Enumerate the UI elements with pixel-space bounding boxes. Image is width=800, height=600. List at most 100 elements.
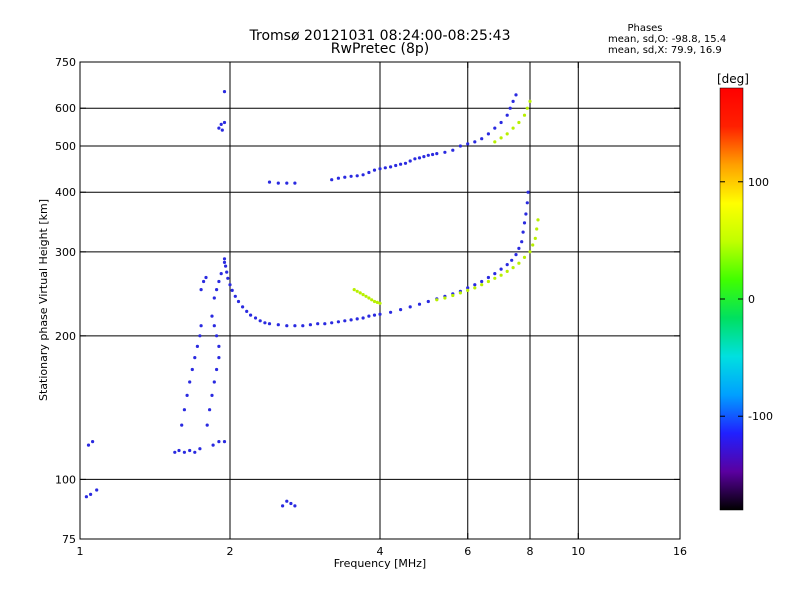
data-point [210, 314, 214, 318]
data-point [505, 269, 509, 273]
data-point [285, 499, 289, 503]
data-point [528, 99, 532, 103]
data-point [408, 159, 412, 163]
data-point [522, 221, 527, 225]
x-tick-label: 8 [527, 545, 534, 558]
data-point [180, 423, 184, 427]
data-point [505, 132, 509, 136]
data-point [95, 488, 99, 492]
y-tick-label: 300 [55, 246, 76, 259]
data-point [212, 324, 216, 328]
data-point [215, 288, 219, 292]
data-point [219, 122, 223, 126]
data-point [375, 300, 379, 304]
data-point [422, 155, 426, 159]
y-axis-ticks: 75 100 200 300 400 500 600 750 [55, 56, 680, 546]
data-point [217, 356, 221, 360]
data-point [493, 126, 497, 130]
data-point [258, 319, 262, 323]
data-point [517, 261, 521, 265]
data-point [473, 283, 477, 287]
data-point [210, 393, 214, 397]
x-tick-label: 6 [464, 545, 471, 558]
y-tick-label: 600 [55, 102, 76, 115]
data-point [188, 448, 192, 453]
data-point [426, 299, 430, 304]
data-point [217, 344, 221, 348]
data-point [525, 106, 529, 110]
data-point [486, 275, 490, 280]
data-point [355, 289, 359, 293]
data-point [219, 272, 223, 276]
data-point [431, 152, 435, 157]
data-point [361, 293, 365, 297]
data-point [205, 423, 209, 427]
data-point [204, 275, 208, 280]
data-point [499, 120, 503, 125]
data-point [361, 316, 365, 320]
data-point [466, 142, 470, 146]
phase-stats-o: mean, sd,O: -98.8, 15.4 [608, 34, 726, 45]
data-point [367, 314, 371, 318]
data-point [195, 344, 199, 348]
data-point [293, 324, 297, 328]
data-point [493, 272, 497, 276]
data-point [510, 258, 514, 262]
data-point [435, 298, 439, 302]
y-tick-label: 400 [55, 186, 76, 199]
data-point [226, 276, 230, 280]
data-point [263, 321, 267, 325]
data-point [493, 276, 497, 280]
data-point [316, 322, 320, 326]
colorbar-label: [deg] [717, 72, 749, 86]
colorbar-tick-label: 100 [748, 176, 769, 189]
data-point [417, 302, 422, 306]
x-tick-label: 2 [227, 545, 234, 558]
data-point [451, 293, 455, 298]
data-point [403, 161, 408, 165]
data-point [211, 443, 215, 447]
data-point [511, 266, 515, 270]
data-point [355, 317, 359, 321]
data-point [399, 308, 403, 312]
data-point [378, 312, 382, 316]
data-point [208, 408, 212, 412]
data-point [511, 126, 515, 130]
data-point [367, 296, 371, 300]
x-tick-label: 16 [673, 545, 687, 558]
data-point [86, 443, 91, 447]
data-point [349, 174, 353, 178]
data-point [293, 181, 297, 185]
data-point [198, 447, 202, 451]
colorbar-tick-label: -100 [748, 410, 773, 423]
data-point [352, 288, 356, 292]
data-point [222, 120, 227, 125]
data-point [343, 175, 347, 179]
x-tick-label: 1 [77, 545, 84, 558]
data-point [276, 323, 280, 327]
data-point [517, 120, 521, 125]
data-point [473, 286, 477, 290]
data-point [521, 230, 525, 234]
data-point [531, 243, 535, 247]
data-point [193, 356, 197, 360]
data-point [222, 260, 227, 264]
data-point [458, 144, 462, 148]
data-point [285, 181, 289, 185]
data-point [289, 501, 293, 506]
data-point [330, 321, 334, 325]
chart-subtitle: RwPretec (8p) [331, 41, 429, 57]
y-tick-label: 200 [55, 330, 76, 343]
data-point [514, 253, 518, 257]
data-point [522, 113, 527, 117]
data-points [84, 90, 540, 508]
chart-title: Tromsø 20121031 08:24:00-08:25:43 [249, 28, 511, 44]
data-point [323, 322, 327, 326]
data-point [378, 167, 382, 171]
data-point [493, 140, 497, 144]
data-point [349, 318, 353, 322]
data-point [343, 319, 347, 323]
data-point [217, 440, 221, 444]
data-point [522, 255, 527, 259]
